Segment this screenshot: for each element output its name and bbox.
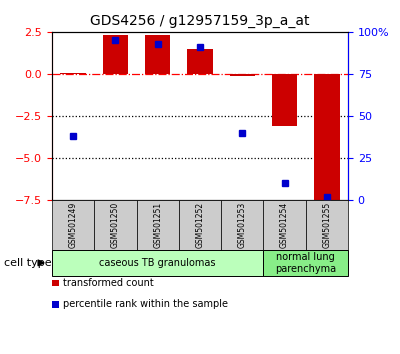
Text: GSM501253: GSM501253 — [238, 202, 247, 248]
Text: GSM501252: GSM501252 — [196, 202, 204, 248]
Text: GSM501251: GSM501251 — [153, 202, 162, 248]
Bar — [145, 35, 170, 74]
Text: percentile rank within the sample: percentile rank within the sample — [63, 299, 228, 309]
Title: GDS4256 / g12957159_3p_a_at: GDS4256 / g12957159_3p_a_at — [90, 14, 310, 28]
Text: GSM501254: GSM501254 — [280, 202, 289, 248]
Bar — [60, 73, 86, 74]
Bar — [187, 49, 213, 74]
Bar — [230, 74, 255, 76]
Text: cell type: cell type — [4, 258, 52, 268]
Bar — [272, 74, 297, 126]
Text: GSM501250: GSM501250 — [111, 202, 120, 248]
Text: normal lung
parenchyma: normal lung parenchyma — [275, 252, 336, 274]
Bar — [314, 74, 340, 200]
Text: transformed count: transformed count — [63, 278, 154, 288]
Text: caseous TB granulomas: caseous TB granulomas — [100, 258, 216, 268]
Bar — [103, 35, 128, 74]
Text: GSM501249: GSM501249 — [69, 202, 78, 248]
Text: GSM501255: GSM501255 — [322, 202, 331, 248]
